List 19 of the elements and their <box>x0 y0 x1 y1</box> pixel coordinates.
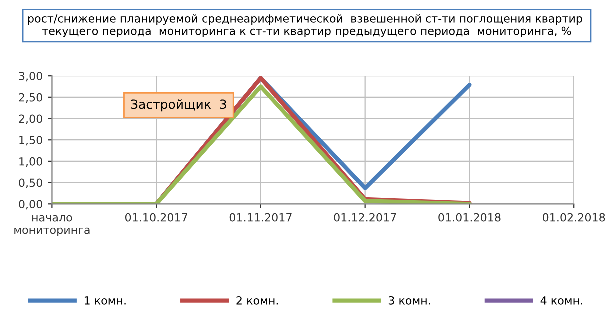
legend-label: 2 комн. <box>236 296 278 305</box>
legend-label: 3 комн. <box>388 296 430 305</box>
x-tick-label: начало мониторинга <box>14 215 90 236</box>
y-tick-label: 3,00 <box>19 72 42 82</box>
y-tick-label: 2,00 <box>19 114 42 124</box>
y-tick-label: 0,00 <box>19 200 42 210</box>
y-tick-label: 1,50 <box>20 136 42 146</box>
x-tick-label: 01.11.2017 <box>230 213 292 222</box>
legend-label: 1 комн. <box>84 296 126 305</box>
legend-label: 4 комн. <box>540 296 582 305</box>
x-tick-label: 01.10.2017 <box>125 213 188 222</box>
chart-title: рост/снижение планируемой среднеарифметической взвешенной ст-ти поглощения квартир текущего периода мониторинга к ст-ти квартир предыдущего периода мониторинга, % <box>28 14 582 38</box>
x-tick-label: 01.01.2018 <box>438 213 501 222</box>
y-tick-label: 1,00 <box>20 157 42 167</box>
x-tick-label: 01.02.2018 <box>543 213 606 222</box>
annotation: Застройщик 3 <box>131 100 226 112</box>
x-tick-label: 01.12.2017 <box>334 213 396 222</box>
y-tick-label: 0,50 <box>19 178 42 188</box>
y-tick-label: 2,50 <box>19 93 42 103</box>
